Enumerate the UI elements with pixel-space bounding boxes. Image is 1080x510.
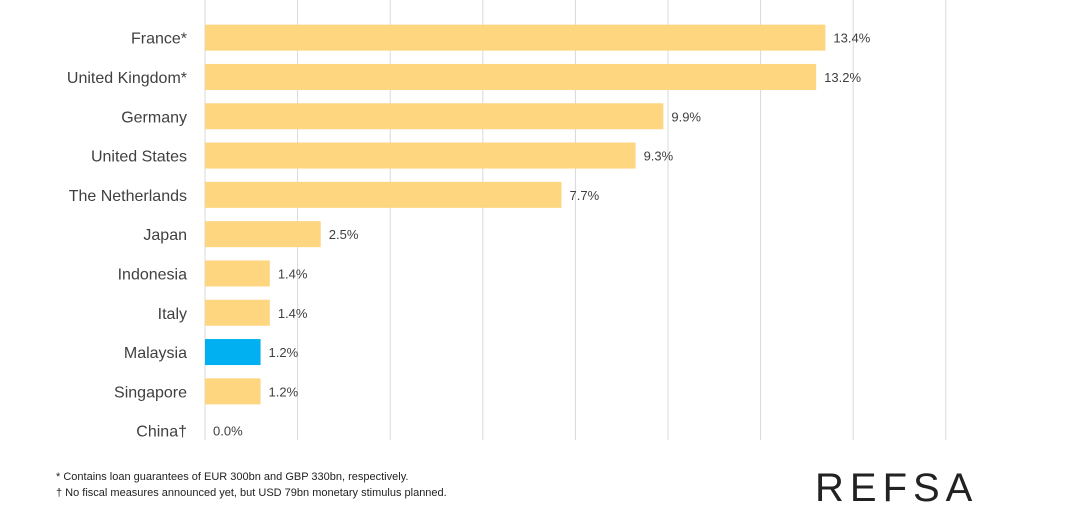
bar-germany <box>205 103 664 130</box>
bar-the-netherlands <box>205 181 562 208</box>
category-label-japan: Japan <box>143 227 187 244</box>
value-label-united-kingdom: 13.2% <box>824 70 861 85</box>
value-label-china: 0.0% <box>213 424 243 439</box>
category-label-malaysia: Malaysia <box>124 345 187 362</box>
value-label-japan: 2.5% <box>329 227 359 242</box>
value-label-france: 13.4% <box>833 31 870 46</box>
bar-singapore <box>205 378 261 405</box>
value-label-malaysia: 1.2% <box>269 345 299 360</box>
category-label-united-kingdom: United Kingdom* <box>67 70 187 87</box>
bar-chart: France* 13.4% United Kingdom* 13.2% Germany 9… <box>67 0 947 441</box>
category-label-germany: Germany <box>121 109 187 126</box>
footnote-loan-guarantees: * Contains loan guarantees of EUR 300bn … <box>56 471 409 483</box>
bar-united-states <box>205 142 636 169</box>
bar-france <box>205 24 826 51</box>
value-label-united-states: 9.3% <box>644 149 674 164</box>
bar-indonesia <box>205 260 270 287</box>
bar-united-kingdom <box>205 63 817 90</box>
category-label-france: France* <box>131 31 187 48</box>
category-label-the-netherlands: The Netherlands <box>69 188 187 205</box>
category-label-indonesia: Indonesia <box>118 266 187 283</box>
footnote-no-fiscal-measures: † No fiscal measures announced yet, but … <box>56 487 447 499</box>
category-label-china: China† <box>136 424 187 441</box>
bar-japan <box>205 221 321 248</box>
value-label-indonesia: 1.4% <box>278 266 308 281</box>
value-label-germany: 9.9% <box>671 109 701 124</box>
value-label-the-netherlands: 7.7% <box>570 188 600 203</box>
category-label-united-states: United States <box>91 149 187 166</box>
category-label-italy: Italy <box>158 306 187 323</box>
bar-malaysia <box>205 339 261 366</box>
bar-italy <box>205 299 270 326</box>
value-label-singapore: 1.2% <box>269 384 299 399</box>
category-label-singapore: Singapore <box>114 384 187 401</box>
value-label-italy: 1.4% <box>278 306 308 321</box>
brand-logo: REFSA <box>815 466 979 510</box>
